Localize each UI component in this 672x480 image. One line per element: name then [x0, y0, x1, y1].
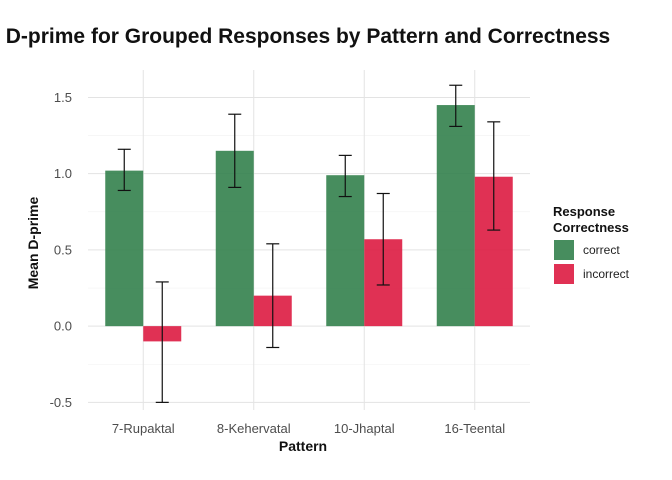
- legend-title-line1: Response: [553, 204, 615, 219]
- bar-correct: [326, 175, 365, 327]
- y-tick-label: 1.5: [54, 90, 72, 105]
- y-tick-label: 0.5: [54, 242, 72, 257]
- error-bars-layer: [117, 84, 501, 403]
- bar-correct: [105, 170, 144, 327]
- bar-correct: [436, 105, 475, 327]
- x-tick-label: 8-Kehervatal: [217, 421, 291, 436]
- bars-layer: [105, 105, 513, 342]
- y-tick-label: 0.0: [54, 319, 72, 334]
- y-tick-label: -0.5: [50, 395, 72, 410]
- x-axis-title: Pattern: [279, 438, 327, 454]
- legend: Response Correctness correct incorrect: [553, 204, 630, 284]
- y-axis-title: Mean D-prime: [25, 197, 41, 290]
- x-tick-labels: 7-Rupaktal 8-Kehervatal 10-Jhaptal 16-Teent…: [112, 421, 505, 436]
- x-tick-label: 10-Jhaptal: [334, 421, 395, 436]
- legend-items: correct incorrect: [554, 240, 630, 284]
- legend-label-correct: correct: [583, 243, 620, 257]
- legend-swatch-incorrect: [554, 264, 574, 284]
- legend-swatch-correct: [554, 240, 574, 260]
- x-tick-label: 16-Teental: [444, 421, 505, 436]
- y-tick-labels: -0.5 0.0 0.5 1.0 1.5: [50, 90, 72, 410]
- legend-title-line2: Correctness: [553, 220, 629, 235]
- chart-title: D-prime for Grouped Responses by Pattern…: [6, 25, 610, 48]
- x-tick-label: 7-Rupaktal: [112, 421, 175, 436]
- y-tick-label: 1.0: [54, 166, 72, 181]
- legend-label-incorrect: incorrect: [583, 267, 630, 281]
